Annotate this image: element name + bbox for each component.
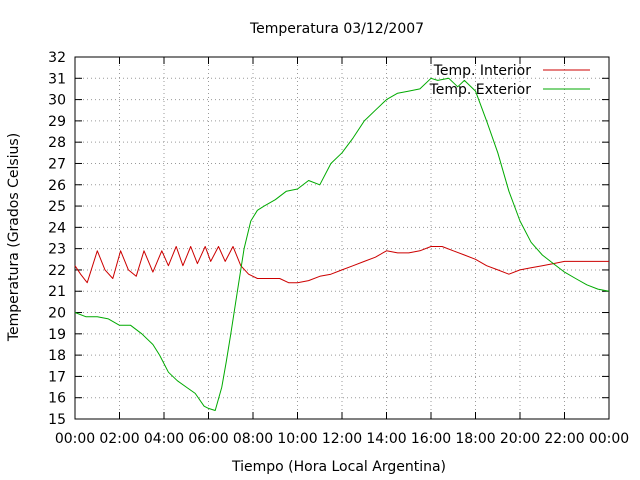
y-tick-label: 24 (48, 220, 66, 236)
x-axis-label: Tiempo (Hora Local Argentina) (231, 459, 446, 475)
legend-label: Temp. Interior (433, 63, 532, 79)
y-tick-label: 31 (48, 71, 66, 87)
x-tick-label: 08:00 (233, 431, 273, 447)
y-tick-label: 19 (48, 327, 66, 343)
series-line-exterior (74, 77, 610, 411)
y-axis-label: Temperatura (Grados Celsius) (6, 133, 22, 342)
series-lines (74, 77, 610, 411)
x-tick-label: 04:00 (144, 431, 184, 447)
series-line-interior (74, 246, 609, 284)
y-tick-label: 27 (48, 156, 66, 172)
y-tick-label: 20 (48, 306, 66, 322)
x-tick-label: 12:00 (322, 431, 362, 447)
y-tick-label: 17 (48, 369, 66, 385)
y-tick-label: 25 (48, 199, 66, 215)
y-tick-label: 30 (48, 93, 66, 109)
y-tick-label: 21 (48, 284, 66, 300)
y-tick-label: 16 (48, 391, 66, 407)
x-tick-label: 20:00 (500, 431, 540, 447)
legend: Temp. Interior Temp. Exterior (429, 63, 590, 98)
x-tick-label: 16:00 (411, 431, 451, 447)
y-tick-label: 26 (48, 178, 66, 194)
x-tick-label: 22:00 (544, 431, 584, 447)
x-tick-label: 00:00 (55, 431, 95, 447)
y-tick-label: 15 (48, 412, 66, 428)
x-tick-label: 14:00 (366, 431, 406, 447)
y-tick-label: 28 (48, 135, 66, 151)
y-tick-label: 32 (48, 50, 66, 66)
legend-label: Temp. Exterior (429, 82, 532, 98)
axis-ticks: 15 16 17 18 19 20 21 22 23 24 25 26 27 28 29 30 31 32 00:0… (48, 50, 629, 447)
x-tick-label: 10:00 (277, 431, 317, 447)
x-tick-label: 02:00 (99, 431, 139, 447)
x-tick-label: 18:00 (455, 431, 495, 447)
y-tick-label: 23 (48, 242, 66, 258)
x-tick-label: 06:00 (188, 431, 228, 447)
x-tick-label: 00:00 (589, 431, 629, 447)
chart-title: Temperatura 03/12/2007 (249, 21, 424, 37)
y-tick-label: 29 (48, 114, 66, 130)
y-tick-label: 22 (48, 263, 66, 279)
y-tick-label: 18 (48, 348, 66, 364)
